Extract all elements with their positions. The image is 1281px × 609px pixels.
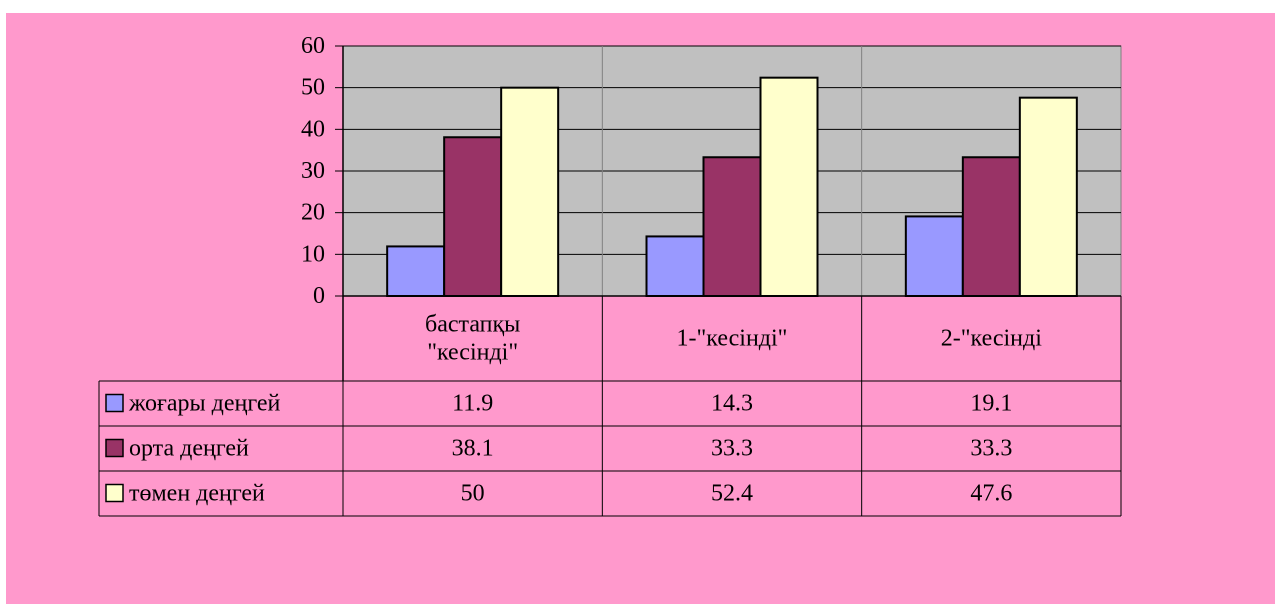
category-label: "кесінді" — [427, 340, 518, 366]
y-tick-label: 50 — [301, 75, 325, 101]
data-table-value: 38.1 — [452, 436, 494, 462]
legend-key — [105, 438, 124, 458]
legend-key — [105, 483, 124, 503]
bar — [386, 245, 446, 298]
bar — [759, 76, 819, 297]
legend-key — [105, 393, 124, 413]
legend-label: жоғары деңгей — [128, 391, 280, 417]
data-table-value: 47.6 — [970, 481, 1012, 507]
bar — [904, 215, 964, 298]
y-tick-label: 20 — [301, 200, 325, 226]
data-table-value: 50 — [461, 481, 485, 507]
bar — [1018, 96, 1078, 297]
data-table-value: 33.3 — [711, 436, 753, 462]
y-tick-label: 10 — [301, 241, 325, 267]
category-label: бастапқы — [425, 312, 520, 338]
bar — [702, 156, 762, 297]
bar — [500, 86, 560, 297]
bar — [961, 156, 1021, 297]
legend-label: төмен деңгей — [129, 481, 265, 507]
data-table-value: 11.9 — [452, 391, 493, 417]
category-label: 1-"кесінді" — [677, 326, 788, 352]
data-table-value: 52.4 — [711, 481, 753, 507]
data-table-value: 19.1 — [970, 391, 1012, 417]
bar — [645, 235, 705, 298]
y-tick-label: 0 — [313, 283, 325, 309]
y-tick-label: 40 — [301, 116, 325, 142]
bar — [443, 136, 503, 297]
legend-label: орта деңгей — [129, 436, 249, 462]
y-tick-label: 60 — [301, 33, 325, 59]
chart-area: 0 10 20 30 40 50 60 бастапқы "кесінді" 1-"кесінді… — [6, 13, 1275, 604]
bar-chart: 0 10 20 30 40 50 60 бастапқы"кесінді" 1-"кесінді… — [6, 13, 1275, 604]
data-table-value: 33.3 — [970, 436, 1012, 462]
category-label: 2-"кесінді — [941, 326, 1042, 352]
data-table-value: 14.3 — [711, 391, 753, 417]
y-tick-label: 30 — [301, 158, 325, 184]
